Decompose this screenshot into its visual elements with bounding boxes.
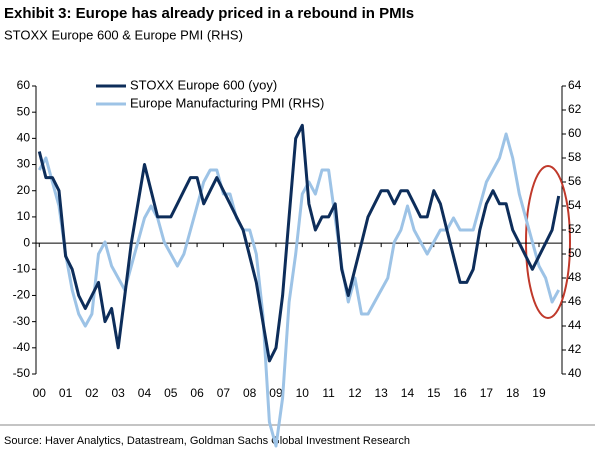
y2-tick-label: 58 — [568, 150, 582, 164]
x-tick-label: 16 — [453, 386, 467, 400]
x-tick-label: 19 — [532, 386, 546, 400]
x-tick-label: 09 — [269, 386, 283, 400]
x-tick-label: 10 — [296, 386, 310, 400]
x-tick-label: 04 — [138, 386, 152, 400]
x-tick-label: 11 — [322, 386, 335, 400]
legend-label: STOXX Europe 600 (yoy) — [130, 77, 277, 92]
y-tick-label: 40 — [17, 131, 31, 145]
x-tick-label: 08 — [243, 386, 257, 400]
y2-tick-label: 52 — [568, 222, 582, 236]
x-tick-label: 13 — [375, 386, 389, 400]
y-tick-label: 60 — [17, 78, 31, 92]
x-tick-label: 03 — [112, 386, 126, 400]
y2-tick-label: 40 — [568, 366, 582, 380]
x-tick-label: 06 — [190, 386, 204, 400]
y-tick-label: -50 — [13, 366, 31, 380]
y-tick-label: -30 — [13, 314, 31, 328]
chart-subtitle: STOXX Europe 600 & Europe PMI (RHS) — [4, 27, 243, 42]
y-tick-label: 0 — [23, 235, 30, 249]
y2-tick-label: 62 — [568, 102, 582, 116]
x-tick-label: 14 — [401, 386, 415, 400]
x-tick-label: 17 — [480, 386, 494, 400]
legend-label: Europe Manufacturing PMI (RHS) — [130, 95, 324, 110]
y2-tick-label: 48 — [568, 270, 582, 284]
x-tick-label: 15 — [427, 386, 441, 400]
source-note: Source: Haver Analytics, Datastream, Gol… — [4, 435, 410, 447]
y-tick-label: -10 — [13, 261, 31, 275]
series-line — [37, 123, 561, 363]
y-tick-label: -40 — [13, 340, 31, 354]
x-tick-label: 05 — [164, 386, 178, 400]
y-tick-label: -20 — [13, 288, 31, 302]
y2-tick-label: 56 — [568, 174, 582, 188]
y-tick-label: 50 — [17, 104, 31, 118]
x-tick-label: 18 — [506, 386, 520, 400]
x-tick-label: 01 — [59, 386, 73, 400]
y2-tick-label: 60 — [568, 126, 582, 140]
y2-tick-label: 54 — [568, 198, 582, 212]
y2-tick-label: 64 — [568, 78, 582, 92]
y2-tick-label: 42 — [568, 342, 582, 356]
y-tick-label: 10 — [17, 209, 31, 223]
chart-title: Exhibit 3: Europe has already priced in … — [4, 5, 414, 22]
x-tick-label: 02 — [85, 386, 99, 400]
x-tick-label: 00 — [33, 386, 47, 400]
y2-tick-label: 44 — [568, 318, 582, 332]
y-tick-label: 20 — [17, 183, 31, 197]
y-tick-label: 30 — [17, 157, 31, 171]
y2-tick-label: 46 — [568, 294, 582, 308]
x-tick-label: 07 — [217, 386, 231, 400]
x-tick-label: 12 — [348, 386, 362, 400]
y2-tick-label: 50 — [568, 246, 582, 260]
highlight-ellipse — [525, 165, 571, 319]
